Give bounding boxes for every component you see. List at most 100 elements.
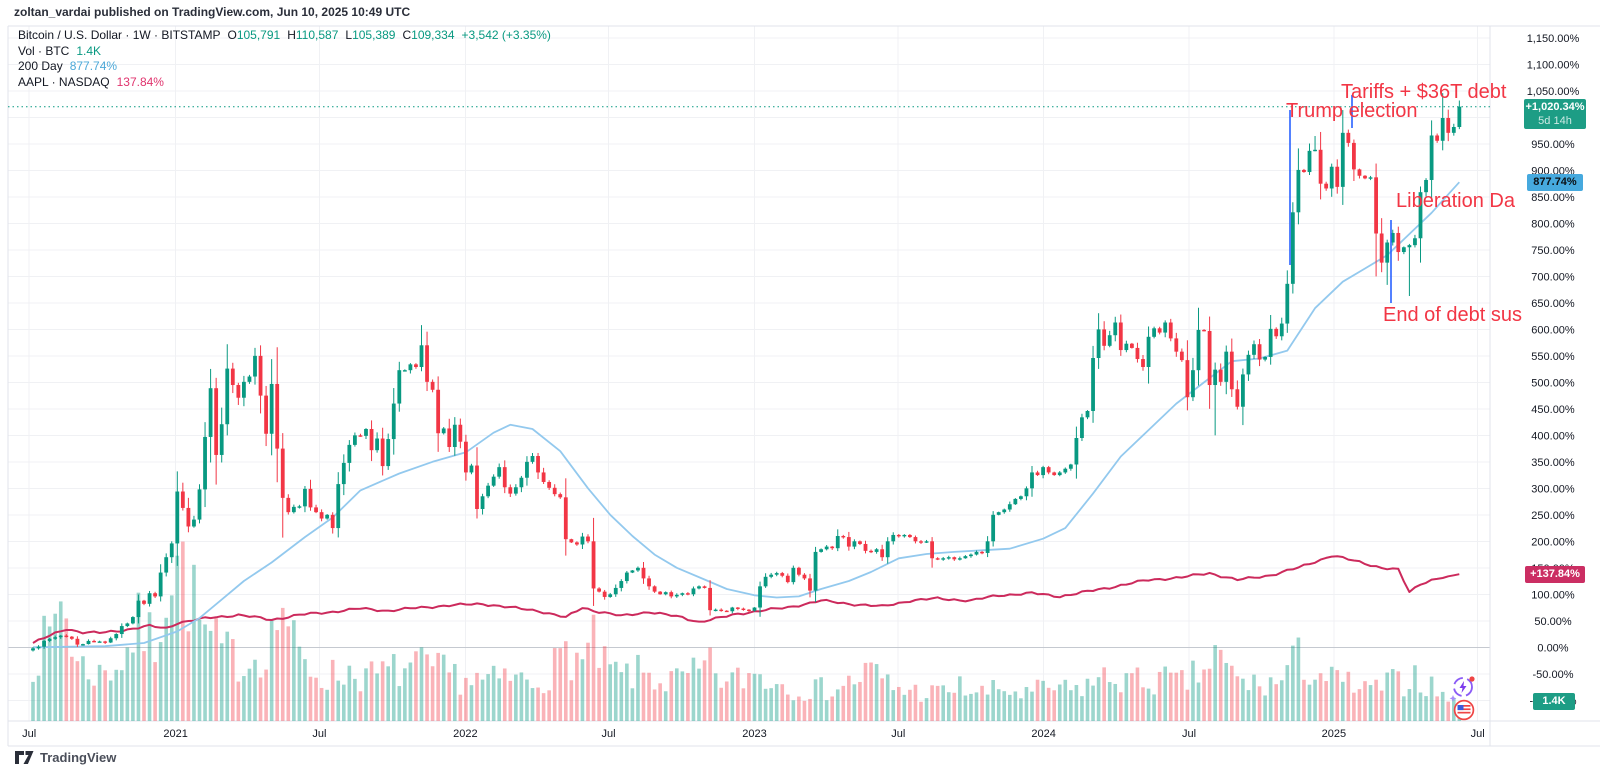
- candle-body: [974, 551, 979, 555]
- volume-label[interactable]: Vol · BTC: [18, 43, 70, 58]
- volume-bar: [1374, 679, 1378, 721]
- volume-bar: [31, 681, 35, 721]
- volume-bar: [880, 678, 884, 721]
- candle-body: [1191, 370, 1195, 398]
- volume-bar: [386, 666, 390, 721]
- candle-body: [913, 537, 918, 542]
- volume-bar: [1313, 679, 1317, 721]
- volume-bar: [480, 679, 485, 721]
- candle-body: [791, 567, 796, 583]
- compare-line-aapl[interactable]: [32, 555, 1460, 644]
- candle-body: [1179, 351, 1184, 361]
- ai-refresh-icon[interactable]: [1449, 676, 1475, 702]
- x-axis-label[interactable]: 2021: [163, 728, 187, 740]
- volume-bar: [752, 673, 757, 721]
- compare-label[interactable]: AAPL · NASDAQ: [18, 74, 110, 89]
- x-axis-label[interactable]: 2025: [1322, 728, 1346, 740]
- candle-body: [153, 593, 157, 597]
- volume-bar: [763, 688, 768, 721]
- volume-bar: [952, 692, 957, 721]
- y-axis-label: 200.00%: [1531, 536, 1575, 548]
- volume-bar: [675, 668, 679, 721]
- candle-body: [1257, 344, 1262, 360]
- volume-bar: [353, 678, 357, 721]
- candle-body: [586, 536, 590, 542]
- volume-bar: [536, 687, 540, 721]
- candle-body: [164, 557, 169, 573]
- candle-body: [1363, 175, 1367, 179]
- volume-bar: [81, 656, 85, 721]
- candle-body: [591, 541, 596, 589]
- x-axis-label[interactable]: 2022: [453, 728, 477, 740]
- candle-body: [930, 541, 934, 559]
- x-axis-label[interactable]: Jul: [1471, 728, 1485, 740]
- candle-body: [674, 594, 679, 597]
- volume-bar: [974, 692, 979, 721]
- volume-bar: [1180, 670, 1184, 721]
- candle-body: [874, 549, 879, 552]
- legend-ma-row: 200 Day 877.74%: [18, 59, 551, 74]
- x-axis-label[interactable]: Jul: [312, 728, 326, 740]
- candle-body: [1085, 410, 1090, 418]
- tradingview-logo[interactable]: TradingView: [14, 750, 116, 765]
- volume-bar: [319, 687, 324, 721]
- y-axis-label: 950.00%: [1531, 139, 1575, 151]
- x-axis-label[interactable]: Jul: [1182, 728, 1196, 740]
- us-flag-event-icon[interactable]: [1453, 699, 1475, 721]
- volume-bar: [819, 677, 823, 721]
- candle-body: [536, 456, 540, 473]
- x-axis-label[interactable]: Jul: [602, 728, 616, 740]
- annotation-tariffs-debt: Tariffs + $36T debt: [1341, 81, 1507, 103]
- volume-bar: [1230, 665, 1234, 721]
- volume-bar: [1168, 672, 1173, 721]
- candle-body: [1335, 166, 1340, 187]
- last-price-value: +1,020.34%: [1525, 101, 1585, 113]
- volume-bar: [1335, 670, 1340, 721]
- candle-body: [1429, 135, 1434, 180]
- volume-bar: [741, 688, 746, 721]
- volume-bar: [1135, 667, 1140, 721]
- symbol-title[interactable]: Bitcoin / U.S. Dollar · 1W · BITSTAMP: [18, 28, 221, 42]
- ma-label[interactable]: 200 Day: [18, 59, 63, 73]
- y-axis-label: 1,100.00%: [1527, 59, 1580, 71]
- candle-body: [996, 512, 1001, 515]
- candle-body: [31, 648, 35, 651]
- x-axis-label[interactable]: 2023: [742, 728, 766, 740]
- volume-bar: [292, 620, 296, 721]
- x-axis-label[interactable]: Jul: [22, 728, 36, 740]
- volume-bar: [525, 679, 529, 721]
- candle-body: [619, 581, 624, 588]
- volume-bar: [808, 698, 812, 721]
- y-axis-label: 700.00%: [1531, 271, 1575, 283]
- volume-bar: [1030, 691, 1034, 721]
- candle-body: [341, 462, 346, 485]
- candle-body: [680, 593, 685, 595]
- volume-bar: [996, 689, 1001, 721]
- y-axis-label: 800.00%: [1531, 218, 1575, 230]
- candle-body: [386, 439, 391, 467]
- volume-bar: [231, 639, 235, 721]
- volume-bar: [1052, 690, 1056, 721]
- volume-bar: [1368, 685, 1373, 721]
- volume-bar: [441, 654, 446, 721]
- candle-body: [108, 638, 113, 643]
- annotation-liberation-day: Liberation Da: [1396, 190, 1515, 212]
- volume-bar: [1080, 696, 1084, 721]
- candle-body: [1163, 322, 1168, 333]
- candle-body: [336, 484, 341, 529]
- change-value: +3,542 (+3.35%): [461, 28, 551, 42]
- candle-body: [1368, 177, 1373, 179]
- volume-bar: [1346, 671, 1351, 721]
- candle-body: [1091, 357, 1095, 411]
- volume-bar: [264, 669, 268, 721]
- y-axis-label: 1,150.00%: [1527, 33, 1580, 45]
- candle-body: [1296, 169, 1301, 213]
- candle-body: [1118, 322, 1123, 351]
- x-axis-label[interactable]: Jul: [891, 728, 905, 740]
- volume-bar: [314, 677, 318, 721]
- x-axis-label[interactable]: 2024: [1031, 728, 1055, 740]
- candle-body: [797, 567, 801, 575]
- candle-body: [508, 487, 513, 494]
- volume-bar: [758, 674, 762, 721]
